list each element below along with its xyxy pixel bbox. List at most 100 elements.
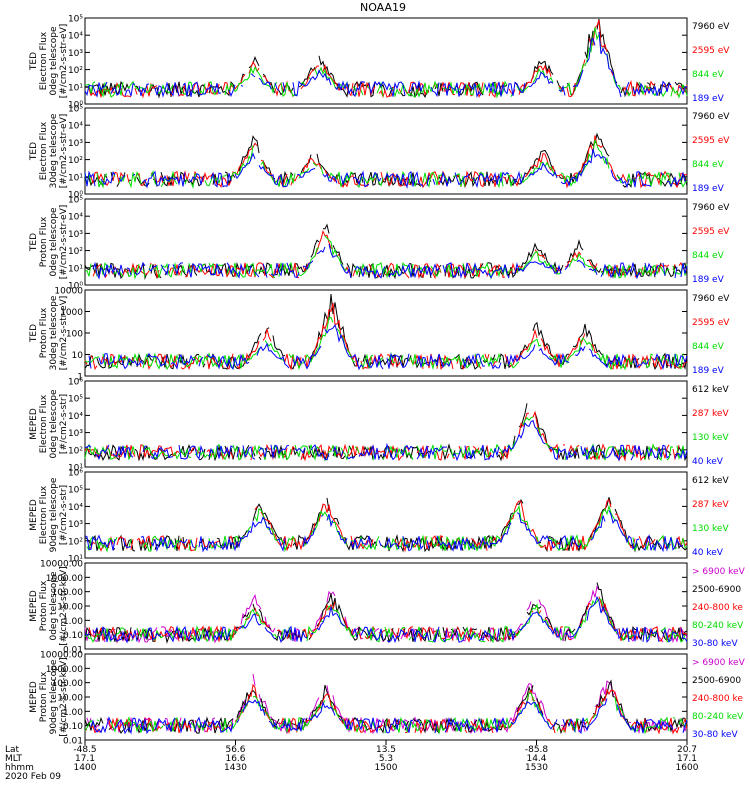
y-tick-label: 10¹ — [68, 264, 83, 274]
legend-entry: 844 eV — [692, 251, 725, 261]
legend-entry: 189 eV — [692, 366, 725, 376]
x-tick-label: 1500 — [375, 763, 398, 773]
y-tick-label: 1 — [77, 373, 83, 383]
y-axis-label: MEPEDProton Flux0deg telescope[#/cm2-s-s… — [29, 566, 69, 645]
y-tick-label: 10000 — [54, 287, 83, 297]
legend-entry: 2595 eV — [692, 136, 730, 146]
y-tick-label: 10⁵ — [68, 196, 83, 206]
y-tick-label: 10⁴ — [68, 122, 83, 132]
y-tick-label: 0.01 — [63, 646, 83, 656]
flux-traces — [84, 582, 688, 644]
x-axis: LatMLThhmm-48.517.1140056.616.6143013.55… — [5, 740, 699, 782]
legend-entry: 612 keV — [692, 385, 729, 395]
panel-frame — [84, 17, 688, 105]
y-tick-label: 10¹ — [68, 83, 83, 93]
y-tick-label: 10² — [68, 247, 83, 257]
legend-entry: 2500-6900 — [692, 585, 741, 595]
x-tick-label: -48.5 — [73, 745, 96, 755]
y-tick-label: 10³ — [68, 230, 83, 240]
y-tick-label: 10⁶ — [68, 378, 83, 388]
x-tick-label: 14.4 — [526, 754, 546, 764]
y-tick-label: 10⁵ — [68, 15, 83, 25]
panel-7: 0.01 0.10 1.00 10.00 100.00 1000.00 10000.00ME… — [29, 560, 746, 656]
y-tick-label: 10³ — [68, 49, 83, 59]
x-tick-label: 56.6 — [225, 745, 245, 755]
y-tick-label: 10000.00 — [40, 651, 83, 661]
x-tick-label: 1530 — [525, 763, 548, 773]
y-tick-label: 10² — [68, 446, 83, 456]
x-tick-label: 20.7 — [677, 745, 697, 755]
y-tick-label: 10² — [68, 66, 83, 76]
y-tick-label: 10.00 — [57, 694, 83, 704]
x-tick-label: -85.8 — [525, 745, 549, 755]
legend-entry: 2595 eV — [692, 46, 730, 56]
panel-frame — [84, 198, 688, 286]
y-tick-label: 10⁵ — [68, 395, 83, 405]
legend-entry: 30-80 keV — [692, 639, 738, 649]
legend-entry: 2595 eV — [692, 318, 730, 328]
y-tick-label: 10⁴ — [68, 412, 83, 422]
legend-entry: 287 keV — [692, 500, 729, 510]
legend-entry: 40 keV — [692, 548, 724, 558]
y-axis-label: TEDElectron Flux30deg telescope[#/cm2-s-… — [29, 113, 69, 188]
y-tick-label: 1000.00 — [46, 574, 83, 584]
legend-entry: 40 keV — [692, 457, 724, 467]
flux-traces — [84, 18, 688, 99]
y-tick-label: 1.00 — [63, 708, 83, 718]
flux-traces — [84, 132, 688, 189]
legend-entry: 7960 eV — [692, 112, 730, 122]
legend-entry: 189 eV — [692, 275, 725, 285]
y-tick-label: 100.00 — [52, 679, 84, 689]
x-row-label: hhmm — [5, 763, 34, 773]
x-row-label: MLT — [5, 754, 23, 764]
legend-entry: 189 eV — [692, 184, 725, 194]
y-tick-label: 10¹ — [68, 173, 83, 183]
x-tick-label: 13.5 — [376, 745, 396, 755]
y-axis-label: MEPEDElectron Flux90deg telescope[#/cm2-… — [29, 477, 69, 552]
legend-entry: 844 eV — [692, 342, 725, 352]
y-tick-label: 10000.00 — [40, 560, 83, 570]
y-tick-label: 0.10 — [63, 631, 83, 641]
legend-entry: 240-800 ke — [692, 603, 743, 613]
legend-entry: 2500-6900 — [692, 676, 741, 686]
legend-entry: 844 eV — [692, 160, 725, 170]
y-tick-label: 10³ — [68, 520, 83, 530]
legend-entry: 612 keV — [692, 476, 729, 486]
legend-entry: 287 keV — [692, 409, 729, 419]
flux-traces — [85, 497, 687, 551]
y-axis-label: MEPEDProton Flux90deg telescope[#/cm2-s-… — [29, 657, 69, 736]
legend-entry: 80-240 keV — [692, 621, 744, 631]
legend-entry: 30-80 keV — [692, 730, 738, 740]
legend-entry: > 6900 keV — [692, 567, 746, 577]
legend-entry: 7960 eV — [692, 294, 730, 304]
legend-entry: > 6900 keV — [692, 658, 746, 668]
y-tick-label: 10¹ — [68, 464, 83, 474]
series-trace — [90, 698, 688, 735]
x-tick-label: 1400 — [74, 763, 97, 773]
y-tick-label: 10⁰ — [68, 191, 83, 201]
series-trace — [84, 595, 688, 644]
y-tick-label: 1.00 — [63, 617, 83, 627]
y-tick-label: 100.00 — [52, 588, 84, 598]
y-tick-label: 10 — [72, 351, 84, 361]
panel-8: 0.01 0.10 1.00 10.00 100.00 1000.00 10000.00ME… — [29, 651, 746, 747]
y-tick-label: 10⁰ — [68, 101, 83, 111]
flux-traces — [84, 223, 688, 280]
y-tick-label: 10⁰ — [68, 282, 83, 292]
legend-entry: 130 keV — [692, 433, 729, 443]
y-tick-label: 10.00 — [57, 603, 83, 613]
y-tick-label: 10⁴ — [68, 213, 83, 223]
x-tick-label: 17.1 — [75, 754, 95, 764]
x-tick-label: 16.6 — [225, 754, 245, 764]
y-tick-label: 10⁵ — [68, 105, 83, 115]
y-axis-label: TEDProton Flux30deg telescope[#/cm2-s-st… — [29, 295, 69, 370]
date-label: 2020 Feb 09 — [5, 772, 61, 782]
series-trace — [84, 31, 688, 98]
